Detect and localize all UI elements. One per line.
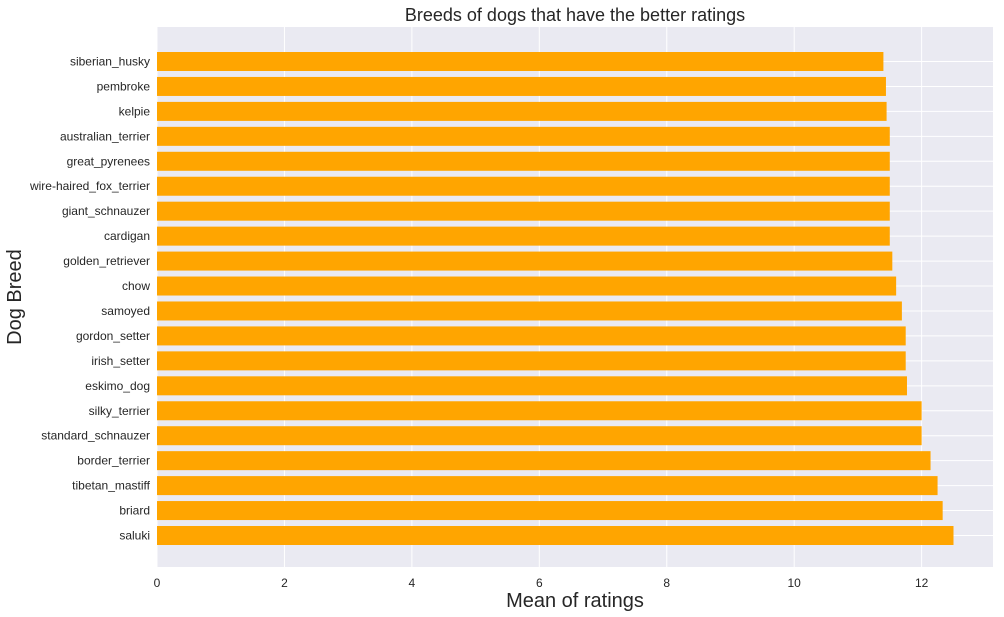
bar-cardigan <box>157 226 890 246</box>
y-tick-label: great_pyrenees <box>67 154 150 168</box>
bar-silky_terrier <box>157 401 922 421</box>
bar-golden_retriever <box>157 251 893 271</box>
bar-standard_schnauzer <box>157 426 922 446</box>
y-tick-label: saluki <box>119 529 150 543</box>
y-tick-label: australian_terrier <box>60 129 150 143</box>
y-tick-label: cardigan <box>104 229 150 243</box>
x-tick-label: 0 <box>154 576 161 590</box>
x-tick-labels: 0 2 4 6 8 10 12 <box>154 576 929 590</box>
bars <box>157 52 954 545</box>
bar-great_pyrenees <box>157 151 890 171</box>
y-tick-label: eskimo_dog <box>85 379 150 393</box>
y-tick-label: standard_schnauzer <box>41 429 150 443</box>
y-axis-label: Dog Breed <box>4 249 26 345</box>
bar-kelpie <box>157 101 887 121</box>
bar-pembroke <box>157 76 886 96</box>
y-tick-label: irish_setter <box>91 354 150 368</box>
bar-siberian_husky <box>157 52 884 71</box>
y-tick-label: border_terrier <box>77 454 150 468</box>
bar-irish_setter <box>157 351 906 371</box>
y-tick-label: siberian_husky <box>70 55 150 69</box>
x-tick-label: 4 <box>409 576 416 590</box>
x-axis-label: Mean of ratings <box>506 590 644 612</box>
y-tick-labels: saluki briard tibetan_mastiff border_terrie… <box>29 55 151 543</box>
y-tick-label: kelpie <box>119 104 151 118</box>
y-tick-label: briard <box>119 504 150 518</box>
y-tick-label: tibetan_mastiff <box>72 479 150 493</box>
x-tick-label: 2 <box>281 576 288 590</box>
bar-saluki <box>157 526 954 545</box>
y-tick-label: pembroke <box>97 79 151 93</box>
bar-tibetan_mastiff <box>157 476 938 496</box>
y-tick-label: chow <box>122 279 150 293</box>
bar-border_terrier <box>157 451 931 471</box>
chart-title: Breeds of dogs that have the better rati… <box>405 5 745 25</box>
y-tick-label: gordon_setter <box>76 329 150 343</box>
bar-giant_schnauzer <box>157 201 890 221</box>
y-tick-label: giant_schnauzer <box>62 204 150 218</box>
bar-australian_terrier <box>157 126 890 146</box>
x-tick-label: 10 <box>788 576 802 590</box>
y-tick-label: silky_terrier <box>89 404 150 418</box>
bar-chow <box>157 276 897 296</box>
bar-samoyed <box>157 301 902 321</box>
x-tick-label: 8 <box>663 576 670 590</box>
x-tick-label: 6 <box>536 576 543 590</box>
x-tick-label: 12 <box>915 576 929 590</box>
bar-wire-haired_fox_terrier <box>157 176 890 196</box>
bar-eskimo_dog <box>157 376 907 396</box>
y-tick-label: wire-haired_fox_terrier <box>29 179 150 193</box>
y-tick-label: golden_retriever <box>63 254 150 268</box>
y-tick-label: samoyed <box>101 304 150 318</box>
bar-gordon_setter <box>157 326 906 346</box>
bar-briard <box>157 501 943 521</box>
